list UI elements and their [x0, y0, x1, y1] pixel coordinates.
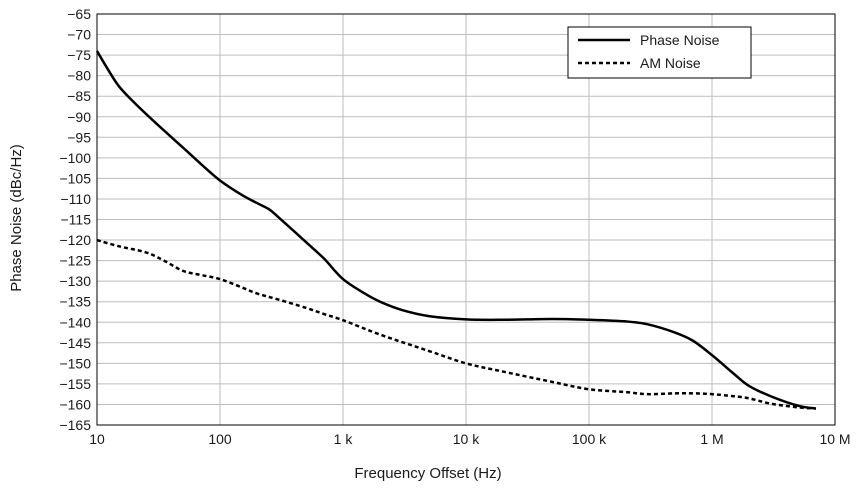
y-tick-label: −115 [61, 212, 92, 228]
legend: Phase Noise AM Noise [567, 26, 752, 79]
y-tick-label: −165 [59, 417, 91, 433]
y-tick-label: −160 [59, 396, 91, 412]
y-tick-label: −95 [67, 129, 91, 145]
series-line-phase-noise [95, 50, 817, 410]
plot-area [96, 13, 836, 426]
series-layer [95, 50, 817, 410]
legend-label-phase-noise: Phase Noise [640, 32, 720, 48]
legend-label-am-noise: AM Noise [640, 55, 701, 71]
plot-frame [96, 13, 836, 426]
x-tick-label: 1 M [700, 431, 723, 447]
y-tick-label: −65 [67, 6, 91, 22]
legend-box [567, 26, 752, 79]
x-tick-label: 10 M [819, 431, 850, 447]
y-tick-label: −155 [59, 376, 91, 392]
x-tick-label: 100 k [572, 431, 607, 447]
y-tick-label: −135 [59, 294, 91, 310]
y-axis: −65 −70 −75 −80 −85 −90 −95 −100 −105 −110 −115 −12… [59, 6, 91, 433]
y-tick-label: −110 [61, 191, 92, 207]
y-tick-label: −90 [67, 109, 91, 125]
y-tick-label: −120 [59, 232, 91, 248]
x-tick-label: 10 k [453, 431, 480, 447]
x-tick-label: 100 [208, 431, 232, 447]
y-tick-label: −125 [59, 253, 91, 269]
y-tick-label: −100 [59, 150, 91, 166]
x-tick-label: 10 [89, 431, 105, 447]
y-axis-label: Phase Noise (dBc/Hz) [8, 144, 25, 292]
x-axis: 10 100 1 k 10 k 100 k 1 M 10 M [89, 431, 850, 447]
x-tick-label: 1 k [334, 431, 354, 447]
y-tick-label: −130 [59, 273, 91, 289]
y-tick-label: −75 [67, 47, 91, 63]
x-axis-label: Frequency Offset (Hz) [354, 465, 501, 482]
y-tick-label: −80 [67, 68, 91, 84]
y-tick-label: −70 [67, 27, 91, 43]
y-tick-label: −85 [67, 88, 91, 104]
y-tick-label: −140 [59, 314, 91, 330]
y-tick-label: −145 [59, 335, 91, 351]
y-tick-label: −150 [59, 355, 91, 371]
y-tick-label: −105 [59, 170, 91, 186]
series-line-am-noise [96, 238, 817, 410]
